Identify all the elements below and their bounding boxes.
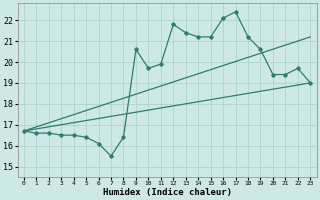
X-axis label: Humidex (Indice chaleur): Humidex (Indice chaleur) <box>103 188 232 197</box>
